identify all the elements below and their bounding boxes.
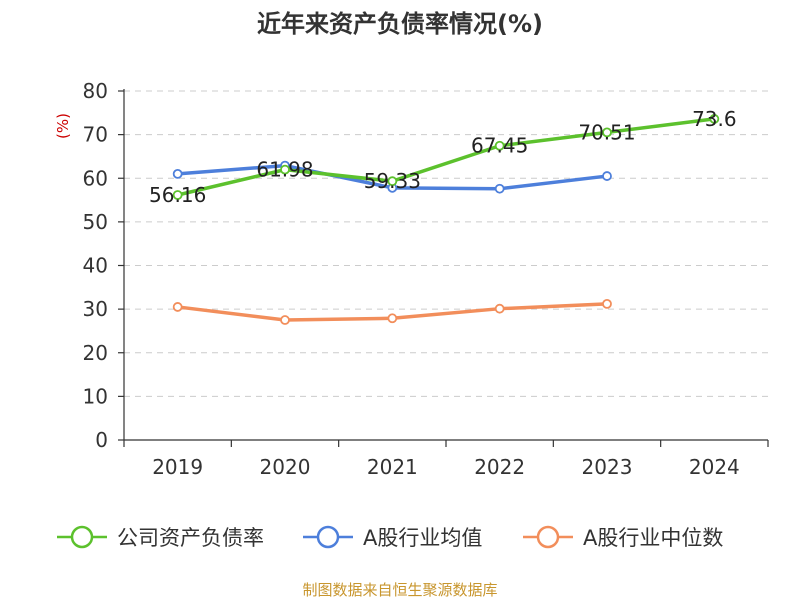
y-tick-label: 10 <box>83 384 108 408</box>
legend-label: A股行业中位数 <box>583 526 723 550</box>
legend-item-0[interactable]: 公司资产负债率 <box>57 525 264 550</box>
data-label: 73.6 <box>692 107 737 131</box>
y-tick-label: 50 <box>83 210 108 234</box>
x-tick-label: 2022 <box>474 455 525 479</box>
data-point[interactable] <box>494 183 505 194</box>
legend-item-1[interactable]: A股行业均值 <box>303 525 482 550</box>
data-point[interactable] <box>494 303 505 314</box>
data-label: 70.51 <box>578 120 635 144</box>
data-point[interactable] <box>280 164 290 175</box>
data-labels: 56.16 61.98 59.33 67.45 70.51 73.6 <box>149 107 737 207</box>
y-tick-label: 0 <box>95 428 108 452</box>
legend-swatch-marker <box>70 525 94 549</box>
data-label: 67.45 <box>471 134 528 158</box>
legend-label: A股行业均值 <box>363 526 482 550</box>
legend-swatch-marker <box>536 525 560 549</box>
y-tick-label: 70 <box>83 123 108 147</box>
legend[interactable]: 公司资产负债率 A股行业均值 A股行业中位数 <box>57 525 723 550</box>
chart-title: 近年来资产负债率情况(%) <box>257 10 543 38</box>
data-point[interactable] <box>172 302 183 312</box>
grid <box>124 90 768 397</box>
series-line-0 <box>177 117 715 197</box>
data-point[interactable] <box>172 168 183 179</box>
source-note: 制图数据来自恒生聚源数据库 <box>302 581 497 599</box>
x-tick-label: 2023 <box>582 455 633 479</box>
data-point[interactable] <box>172 190 183 200</box>
y-tick-label: 60 <box>83 166 108 190</box>
data-point[interactable] <box>387 313 398 324</box>
y-tick-label: 20 <box>83 341 108 365</box>
x-tick-label: 2020 <box>260 455 311 479</box>
y-axis-label: (%) <box>54 113 72 139</box>
series <box>172 114 720 325</box>
x-tick-label: 2019 <box>152 455 203 479</box>
data-point[interactable] <box>280 315 290 325</box>
x-tick-label: 2021 <box>367 455 418 479</box>
x-tick-label: 2024 <box>689 455 740 479</box>
data-point[interactable] <box>602 298 612 309</box>
y-tick-label: 30 <box>83 297 108 321</box>
data-point[interactable] <box>709 114 720 124</box>
data-point[interactable] <box>602 127 612 138</box>
data-point[interactable] <box>387 176 398 187</box>
data-label: 61.98 <box>256 158 313 182</box>
axes: 0 10 20 30 40 50 60 70 80 2019 2020 2021 2022 2023 202… <box>83 79 769 479</box>
data-label: 59.33 <box>364 169 421 193</box>
y-tick-label: 40 <box>83 254 108 278</box>
legend-item-2[interactable]: A股行业中位数 <box>523 525 723 550</box>
legend-swatch-marker <box>316 525 340 549</box>
data-point[interactable] <box>602 171 612 181</box>
y-tick-label: 80 <box>83 79 108 103</box>
data-label: 56.16 <box>149 183 206 207</box>
data-point[interactable] <box>494 140 505 151</box>
legend-label: 公司资产负债率 <box>117 526 264 550</box>
